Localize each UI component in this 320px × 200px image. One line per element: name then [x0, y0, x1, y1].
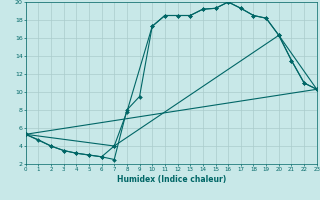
- X-axis label: Humidex (Indice chaleur): Humidex (Indice chaleur): [116, 175, 226, 184]
